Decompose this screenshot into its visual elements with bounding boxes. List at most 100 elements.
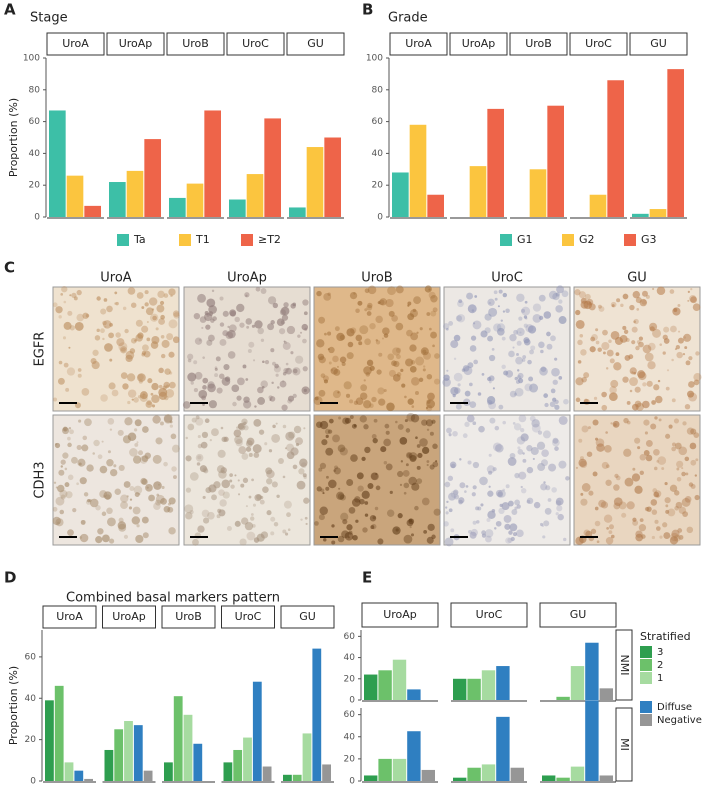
texture bbox=[233, 429, 242, 438]
texture bbox=[530, 446, 539, 456]
texture bbox=[109, 538, 115, 544]
texture bbox=[637, 370, 646, 379]
texture bbox=[387, 353, 395, 361]
y-tick-label: 20 bbox=[344, 674, 356, 684]
texture bbox=[503, 370, 509, 376]
bar bbox=[292, 774, 302, 781]
texture bbox=[605, 431, 608, 434]
texture bbox=[565, 476, 570, 481]
texture bbox=[355, 397, 364, 406]
texture bbox=[685, 472, 689, 476]
micrograph bbox=[573, 414, 701, 546]
texture bbox=[602, 329, 608, 336]
texture bbox=[401, 383, 406, 388]
texture bbox=[634, 437, 641, 444]
texture bbox=[226, 525, 232, 531]
bar bbox=[133, 725, 143, 781]
texture bbox=[375, 485, 381, 491]
texture bbox=[206, 298, 216, 308]
texture bbox=[669, 484, 678, 492]
texture bbox=[500, 319, 503, 322]
texture bbox=[252, 444, 262, 454]
texture bbox=[613, 484, 620, 491]
texture bbox=[516, 327, 525, 337]
texture bbox=[466, 292, 474, 300]
texture bbox=[623, 329, 629, 335]
texture bbox=[67, 442, 72, 448]
texture bbox=[643, 419, 650, 426]
texture bbox=[380, 446, 387, 453]
texture bbox=[169, 420, 173, 424]
bar bbox=[427, 194, 444, 217]
texture bbox=[220, 467, 227, 474]
texture bbox=[629, 304, 635, 311]
y-tick-label: 60 bbox=[344, 632, 356, 642]
texture bbox=[546, 331, 551, 337]
texture bbox=[501, 364, 506, 370]
texture bbox=[422, 368, 426, 372]
facet-label: UroB bbox=[182, 37, 209, 50]
texture bbox=[66, 367, 76, 376]
texture bbox=[637, 446, 641, 450]
texture bbox=[552, 437, 559, 444]
texture bbox=[608, 524, 614, 530]
texture bbox=[169, 424, 173, 428]
texture bbox=[276, 318, 285, 327]
texture bbox=[250, 516, 255, 521]
texture bbox=[404, 419, 408, 423]
bar bbox=[169, 197, 186, 217]
texture bbox=[77, 373, 82, 378]
bar bbox=[570, 666, 585, 700]
texture bbox=[595, 328, 599, 332]
texture bbox=[184, 504, 194, 514]
texture bbox=[245, 294, 248, 297]
texture bbox=[373, 418, 378, 423]
texture bbox=[409, 455, 417, 462]
texture bbox=[341, 530, 350, 539]
texture bbox=[127, 287, 136, 295]
texture bbox=[137, 450, 144, 456]
texture bbox=[122, 306, 127, 311]
facet-strip bbox=[161, 605, 216, 629]
texture bbox=[498, 507, 505, 515]
texture bbox=[55, 306, 63, 314]
texture bbox=[426, 399, 436, 409]
texture bbox=[257, 386, 264, 394]
micrograph bbox=[183, 414, 311, 546]
texture bbox=[243, 396, 250, 403]
texture bbox=[332, 355, 339, 363]
texture bbox=[528, 376, 534, 382]
texture bbox=[340, 512, 349, 521]
texture bbox=[353, 424, 357, 428]
texture bbox=[84, 418, 92, 427]
y-tick-label: 40 bbox=[344, 732, 356, 742]
texture bbox=[455, 403, 462, 410]
texture bbox=[303, 311, 308, 316]
texture bbox=[135, 319, 143, 327]
texture bbox=[191, 417, 197, 423]
texture bbox=[129, 448, 138, 457]
bar bbox=[407, 689, 421, 700]
texture bbox=[410, 332, 419, 341]
texture bbox=[387, 286, 396, 296]
texture bbox=[585, 530, 593, 538]
texture bbox=[363, 366, 372, 375]
texture bbox=[596, 443, 605, 452]
texture bbox=[581, 425, 589, 433]
texture bbox=[137, 373, 146, 382]
legend-label: G3 bbox=[641, 233, 657, 246]
texture bbox=[155, 327, 159, 331]
texture bbox=[81, 444, 89, 452]
texture bbox=[584, 293, 591, 300]
texture bbox=[328, 479, 337, 489]
texture bbox=[639, 454, 647, 461]
texture bbox=[264, 360, 270, 365]
texture bbox=[246, 531, 256, 541]
texture bbox=[197, 443, 203, 449]
texture bbox=[256, 494, 262, 500]
texture bbox=[198, 389, 208, 399]
texture bbox=[146, 399, 152, 406]
texture bbox=[346, 352, 354, 360]
panel-title: Grade bbox=[388, 11, 428, 26]
texture bbox=[190, 381, 194, 385]
